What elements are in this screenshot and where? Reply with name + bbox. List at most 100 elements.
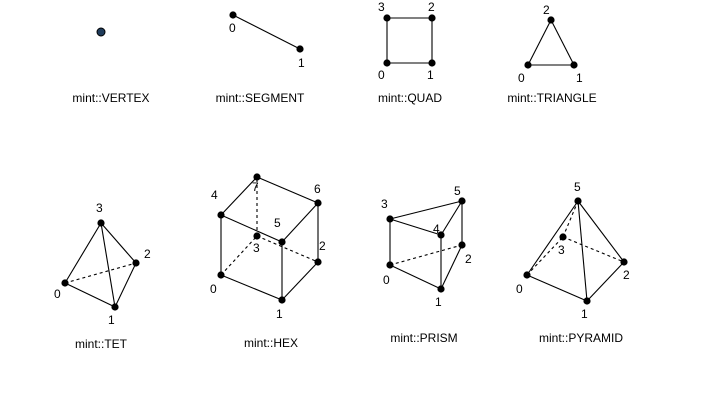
tet-edge-hidden (64, 262, 137, 284)
hex-edge-visible (256, 176, 319, 204)
pyramid-edge-visible (526, 200, 579, 276)
tet-edge-visible (64, 222, 102, 284)
prism-edge-visible (440, 200, 463, 236)
tet-edge-visible (114, 262, 137, 308)
segment-vertex (229, 11, 237, 19)
prism-edge-visible (389, 264, 442, 290)
triangle-edge-visible (550, 19, 575, 66)
pyramid-caption: mint::PYRAMID (539, 331, 623, 345)
hex-vertex-label: 0 (210, 282, 217, 296)
prism-vertex-label: 2 (465, 252, 472, 266)
prism-vertex (386, 261, 394, 269)
pyramid-vertex-label: 5 (574, 180, 581, 194)
segment-vertex-label: 1 (298, 56, 305, 70)
triangle-vertex (524, 61, 532, 69)
quad-vertex-label: 2 (428, 0, 435, 14)
prism-vertex (458, 197, 466, 205)
pyramid-edge-visible (526, 274, 588, 302)
quad-vertex (428, 14, 436, 22)
triangle-vertex-label: 2 (543, 3, 550, 17)
tet-edge-visible (100, 222, 116, 308)
prism-vertex (437, 231, 445, 239)
pyramid-edge-visible (577, 200, 625, 263)
quad-vertex-label: 0 (378, 68, 385, 82)
prism-edge-visible (389, 200, 463, 220)
hex-vertex-label: 6 (314, 182, 321, 196)
hex-vertex-label: 3 (253, 241, 260, 255)
vertex-caption: mint::VERTEX (72, 91, 149, 105)
pyramid-vertex (583, 297, 591, 305)
tet-vertex (97, 219, 105, 227)
triangle-vertex-label: 1 (576, 71, 583, 85)
quad-vertex-label: 3 (378, 0, 385, 14)
hex-edge-visible (220, 214, 283, 243)
prism-caption: mint::PRISM (390, 331, 457, 345)
prism-vertex-label: 1 (435, 295, 442, 309)
tet-vertex-label: 1 (108, 313, 115, 327)
quad-vertex-label: 1 (427, 68, 434, 82)
hex-vertex (278, 238, 286, 246)
pyramid-vertex (574, 197, 582, 205)
hex-edge-visible (220, 176, 258, 216)
triangle-vertex (570, 61, 578, 69)
segment-edge-visible (232, 14, 301, 50)
hex-vertex (253, 173, 261, 181)
hex-vertex (278, 296, 286, 304)
triangle-edge-visible (527, 19, 552, 66)
prism-edge-visible (389, 218, 442, 236)
hex-vertex-label: 7 (252, 180, 259, 194)
prism-edge-hidden (389, 244, 463, 266)
pyramid-vertex (523, 271, 531, 279)
pyramid-edge-visible (586, 261, 625, 302)
hex-vertex (217, 271, 225, 279)
tet-vertex-label: 0 (54, 287, 61, 301)
tet-vertex (132, 259, 140, 267)
quad-vertex (383, 59, 391, 67)
pyramid-edge-visible (577, 200, 588, 302)
tet-vertex (111, 303, 119, 311)
hex-caption: mint::HEX (244, 336, 298, 350)
pyramid-vertex (559, 233, 567, 241)
tet-vertex-label: 3 (96, 201, 103, 215)
segment-vertex (296, 45, 304, 53)
pyramid-vertex-label: 0 (516, 282, 523, 296)
hex-edge-hidden (220, 235, 258, 276)
segment-caption: mint::SEGMENT (216, 91, 305, 105)
tet-vertex (61, 279, 69, 287)
hex-vertex (314, 258, 322, 266)
quad-vertex (428, 59, 436, 67)
segment-vertex-label: 0 (229, 21, 236, 35)
prism-vertex (386, 215, 394, 223)
hex-edge-visible (281, 261, 319, 301)
hex-edge-hidden (256, 235, 319, 263)
hex-vertex-label: 5 (274, 216, 281, 230)
hex-vertex (217, 211, 225, 219)
vertex-figure: mint::VERTEX (72, 27, 150, 105)
hex-vertex-label: 1 (276, 307, 283, 321)
quad-vertex (383, 14, 391, 22)
triangle-caption: mint::TRIANGLE (507, 91, 596, 105)
prism-vertex-label: 4 (433, 222, 440, 236)
hex-vertex (253, 232, 261, 240)
prism-vertex (437, 285, 445, 293)
quad-caption: mint::QUAD (378, 91, 442, 105)
hex-vertex-label: 4 (211, 188, 218, 202)
prism-vertex-label: 3 (381, 197, 388, 211)
pyramid-vertex (620, 258, 628, 266)
triangle-vertex-label: 0 (518, 71, 525, 85)
pyramid-vertex-label: 2 (623, 268, 630, 282)
pyramid-edge-hidden (562, 200, 579, 238)
tet-caption: mint::TET (75, 337, 128, 351)
tet-edge-visible (64, 282, 116, 308)
tet-vertex-label: 2 (144, 247, 151, 261)
prism-edge-visible (440, 244, 463, 290)
hex-vertex (314, 199, 322, 207)
pyramid-edge-hidden (526, 236, 564, 276)
